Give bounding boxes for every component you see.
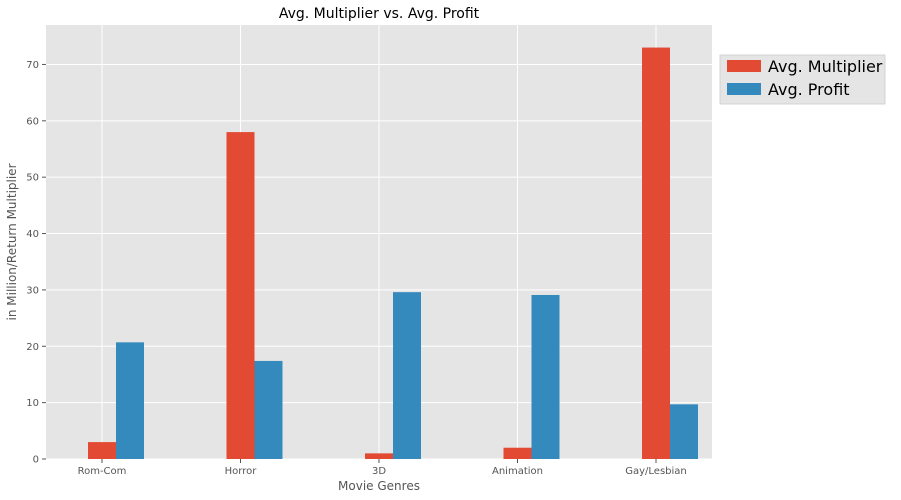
bar-profit-3: [531, 294, 560, 459]
y-tick-label-1: 10: [26, 398, 39, 409]
y-tick-label-6: 60: [26, 116, 39, 127]
chart-title: Avg. Multiplier vs. Avg. Profit: [279, 6, 480, 22]
bar-profit-0: [116, 342, 144, 459]
legend-label-multiplier: Avg. Multiplier: [768, 57, 883, 76]
x-tick-label-2: 3D: [372, 466, 386, 477]
y-tick-label-3: 30: [26, 285, 39, 296]
y-tick-label-7: 70: [26, 60, 39, 71]
legend-swatch-multiplier: [727, 60, 761, 72]
legend-label-profit: Avg. Profit: [768, 80, 850, 99]
y-tick-label-5: 50: [26, 173, 39, 184]
bar-multiplier-4: [642, 47, 670, 459]
x-tick-label-3: Animation: [492, 466, 543, 477]
legend: Avg. Multiplier Avg. Profit: [719, 54, 886, 105]
bar-multiplier-2: [365, 453, 393, 459]
y-axis-ticks: 0 10 20 30 40 50 60 70: [26, 60, 46, 466]
x-axis-ticks: Rom-Com Horror 3D Animation Gay/Lesbian: [78, 459, 687, 477]
x-tick-label-0: Rom-Com: [78, 466, 127, 477]
bars: [88, 47, 698, 459]
x-tick-label-1: Horror: [225, 466, 258, 477]
bar-profit-1: [254, 360, 283, 459]
bar-multiplier-3: [503, 447, 532, 459]
y-tick-label-0: 0: [33, 455, 39, 466]
bar-multiplier-0: [88, 442, 116, 459]
x-axis-label: Movie Genres: [338, 479, 420, 493]
y-axis-label: in Million/Return Multiplier: [5, 163, 19, 320]
bar-profit-4: [670, 404, 698, 459]
bar-profit-2: [393, 292, 421, 459]
x-tick-label-4: Gay/Lesbian: [625, 466, 687, 477]
y-tick-label-4: 40: [26, 229, 39, 240]
legend-swatch-profit: [727, 83, 761, 95]
y-tick-label-2: 20: [26, 342, 39, 353]
bar-multiplier-1: [226, 132, 255, 459]
